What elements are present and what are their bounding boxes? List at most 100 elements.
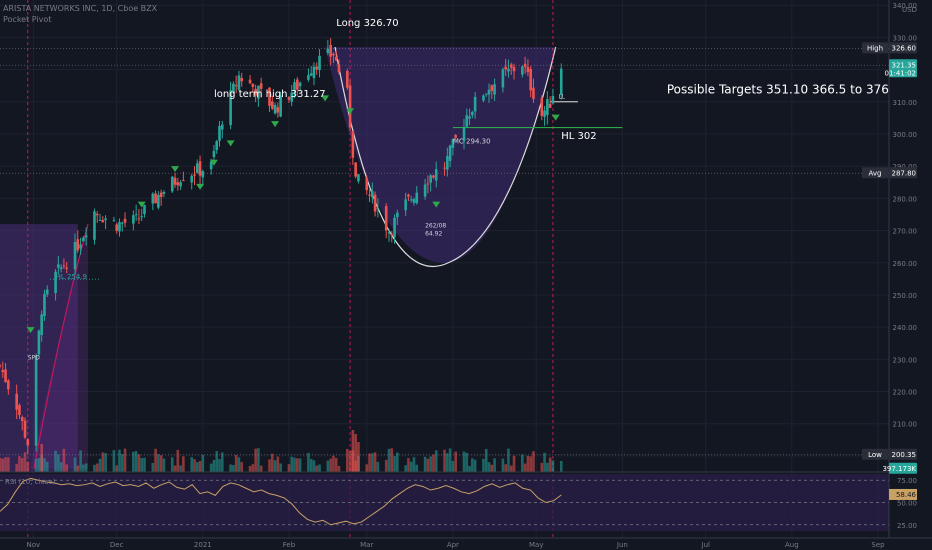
candle-body	[426, 183, 430, 185]
pivot-signal-marker	[226, 140, 235, 147]
candle-body	[154, 193, 157, 204]
volume-bar	[384, 459, 388, 472]
candle-body	[176, 182, 180, 186]
candle-body	[287, 97, 291, 100]
volume-bar	[293, 457, 296, 472]
volume-bar	[76, 465, 80, 472]
volume-bar	[387, 448, 391, 472]
candle-body	[529, 68, 532, 91]
candle-body	[473, 96, 477, 112]
price-axis-tick: 230.00	[893, 356, 918, 364]
volume-bar	[376, 461, 380, 472]
volume-bar	[40, 444, 43, 472]
candle-body	[309, 73, 313, 76]
candle-body	[454, 135, 457, 138]
candle-body	[193, 174, 196, 176]
volume-bar	[465, 452, 469, 472]
candle-body	[101, 220, 105, 223]
candle-body	[95, 213, 99, 216]
volume-bar	[195, 462, 199, 472]
annotation-label: HL 302	[561, 131, 596, 142]
candle-body	[84, 235, 88, 238]
pivot-signal-marker	[346, 108, 355, 115]
price-axis-tick: 250.00	[893, 292, 918, 300]
volume-bar	[34, 458, 38, 472]
cup-shading	[325, 47, 556, 263]
candle-body	[521, 66, 524, 75]
volume-bar	[15, 463, 18, 472]
volume-bar	[548, 457, 552, 472]
volume-bar	[137, 454, 141, 472]
candle-body	[45, 289, 49, 295]
volume-bar	[351, 430, 355, 472]
price-axis-tick: 340.00	[893, 2, 918, 10]
candle-body	[484, 93, 488, 95]
volume-bar	[179, 465, 182, 472]
volume-bar	[220, 452, 224, 472]
volume-bar	[529, 456, 532, 472]
rsi-axis-tick: 75.00	[897, 477, 917, 485]
annotation-label: 64.92	[425, 230, 442, 237]
volume-bar	[154, 448, 157, 472]
candle-body	[137, 218, 141, 220]
candle-body	[76, 239, 80, 251]
volume-bar	[540, 462, 544, 472]
candle-body	[34, 355, 38, 446]
time-axis-tick: 2021	[194, 541, 212, 549]
annotation-label: long term high 331.27	[214, 89, 326, 100]
time-axis-bg	[0, 538, 932, 550]
volume-bar	[504, 464, 507, 472]
pivot-signal-marker	[551, 114, 560, 121]
candle-body	[57, 264, 60, 268]
candle-body	[248, 79, 252, 84]
volume-bar	[348, 450, 352, 472]
volume-bar	[251, 464, 255, 472]
candle-body	[59, 267, 63, 270]
candle-body	[451, 139, 455, 148]
candle-body	[251, 83, 255, 87]
volume-bar	[546, 462, 549, 472]
candle-body	[234, 85, 238, 87]
time-axis-tick: Mar	[360, 541, 373, 549]
volume-bar	[101, 452, 105, 472]
volume-bar	[446, 453, 449, 472]
volume-bar	[190, 457, 194, 472]
candle-body	[415, 192, 419, 203]
volume-bar	[373, 452, 377, 472]
candle-body	[220, 124, 224, 130]
candle-body	[0, 365, 2, 367]
volume-bar	[95, 463, 99, 472]
volume-bar	[487, 462, 491, 472]
price-label-name-bg	[862, 167, 888, 179]
volume-bar	[65, 464, 68, 472]
candle-body	[312, 66, 316, 79]
volume-bar	[393, 455, 396, 472]
volume-bar	[287, 464, 291, 472]
volume-bar	[501, 458, 505, 472]
volume-bar	[521, 454, 524, 472]
volume-bar	[157, 454, 160, 472]
candle-body	[371, 191, 374, 198]
price-label-tag	[889, 59, 917, 78]
candle-body	[268, 87, 271, 106]
currency-label: USD	[902, 6, 917, 14]
volume-bar	[18, 456, 21, 472]
volume-bar	[368, 453, 371, 472]
volume-bar	[357, 442, 360, 472]
price-label-value: 321.35	[892, 61, 917, 69]
volume-bar	[532, 451, 535, 472]
volume-bar	[201, 454, 205, 472]
chart-title: ARISTA NETWORKS INC, 1D, Cboe BZX	[3, 4, 158, 13]
volume-bar	[118, 449, 121, 472]
price-label-timer: 01:41:02	[885, 69, 916, 77]
volume-bar	[234, 454, 238, 472]
candle-body	[337, 64, 341, 73]
candle-body	[157, 194, 160, 208]
candle-body	[487, 89, 491, 95]
pivot-signal-marker	[432, 201, 441, 208]
volume-bar	[429, 456, 432, 472]
pivot-signal-marker	[321, 95, 330, 102]
volume-bar	[407, 458, 410, 472]
volume-bar	[346, 448, 349, 472]
